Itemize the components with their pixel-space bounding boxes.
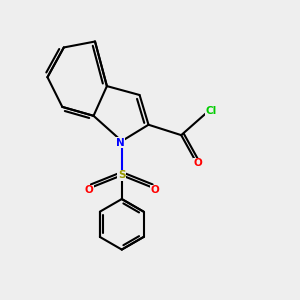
Text: Cl: Cl [205,106,217,116]
Text: O: O [193,158,202,168]
Text: O: O [150,185,159,195]
Text: O: O [85,185,93,195]
Text: N: N [116,138,125,148]
Text: S: S [118,170,125,180]
